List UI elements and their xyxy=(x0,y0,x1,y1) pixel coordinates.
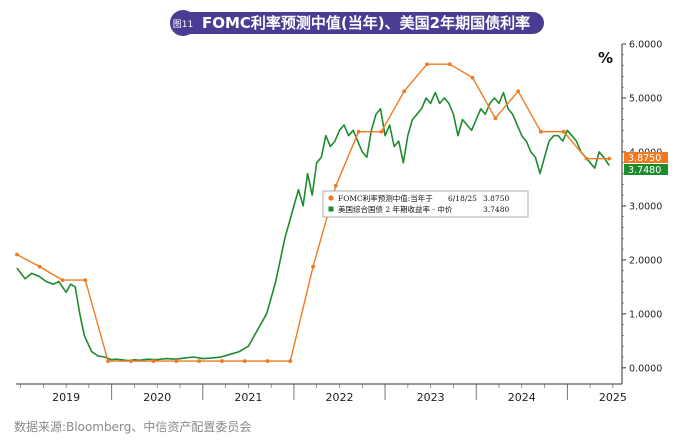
y-tick-label: 1.0000 xyxy=(629,309,662,320)
fomc-data-point xyxy=(242,359,247,363)
fomc-data-point xyxy=(197,359,202,363)
plot-frame xyxy=(16,44,623,385)
fomc-data-point xyxy=(37,264,42,269)
fomc-last-value-label: 3.8750 xyxy=(628,153,661,164)
fomc-data-point xyxy=(151,359,156,363)
fomc-data-point xyxy=(584,156,589,161)
fomc-data-point xyxy=(402,89,407,94)
fomc-data-point xyxy=(333,183,338,188)
treasury-last-value-box xyxy=(624,164,668,175)
fomc-data-point xyxy=(60,278,65,283)
fomc-data-point xyxy=(356,129,361,134)
fomc-data-point xyxy=(15,252,19,257)
legend-fomc-marker xyxy=(328,195,334,201)
fomc-data-point xyxy=(265,359,270,363)
legend-treasury-marker xyxy=(328,206,334,212)
y-tick-label: 2.0000 xyxy=(629,255,662,266)
fomc-data-point xyxy=(447,62,452,67)
legend-value: 3.8750 xyxy=(483,194,509,203)
series-layer xyxy=(15,62,612,363)
treasury-series-line xyxy=(16,91,610,362)
legend-date: 6/18/25 xyxy=(448,194,477,203)
fomc-data-point xyxy=(470,75,475,80)
fomc-data-point xyxy=(128,359,133,363)
fomc-data-point xyxy=(174,359,179,363)
data-source-note: 数据来源:Bloomberg、中信资产配置委员会 xyxy=(14,420,252,434)
x-tick-label: 2025 xyxy=(599,391,627,404)
x-tick-label: 2024 xyxy=(508,391,536,404)
fomc-data-point xyxy=(220,359,224,363)
x-tick-label: 2021 xyxy=(234,391,262,404)
legend-label: FOMC利率预测中值:当年于 xyxy=(338,193,433,203)
fomc-data-point xyxy=(425,62,429,67)
x-tick-label: 2022 xyxy=(326,391,354,404)
y-tick-label: 6.0000 xyxy=(629,40,662,51)
fomc-data-point xyxy=(379,129,384,134)
chart-legend: FOMC利率预测中值:当年于 6/18/25 3.8750 美国综合国债 2 年期收益… xyxy=(322,190,529,218)
y-tick-label: 3.0000 xyxy=(629,201,662,212)
fomc-last-value-box xyxy=(624,152,668,163)
y-axis: 0.00001.00002.00003.00004.00005.00006.00… xyxy=(622,40,662,374)
fomc-data-point xyxy=(83,278,88,283)
fomc-data-point xyxy=(561,129,566,134)
x-tick-label: 2020 xyxy=(143,391,171,404)
fomc-data-point xyxy=(311,264,315,269)
x-tick-label: 2023 xyxy=(417,391,445,404)
y-tick-label: 5.0000 xyxy=(629,93,662,104)
chart-canvas: 2019 2020 2021 2022 2023 2024 2025 0.0000 1.000… xyxy=(15,40,668,404)
legend-box xyxy=(322,190,529,218)
fomc-data-point xyxy=(493,116,498,121)
legend-value: 3.7480 xyxy=(483,205,509,214)
treasury-last-value-label: 3.7480 xyxy=(628,165,661,176)
y-axis-unit-label: % xyxy=(598,49,613,67)
chart-title: FOMC利率预测中值(当年)、美国2年期国债利率 xyxy=(186,12,545,34)
legend-label: 美国综合国债 2 年期收益率 - 中价 xyxy=(338,204,453,214)
x-axis: 2019 2020 2021 2022 2023 2024 2025 xyxy=(20,384,627,404)
y-tick-label: 0.0000 xyxy=(629,363,662,374)
fomc-data-point xyxy=(538,129,543,134)
x-tick-label: 2019 xyxy=(52,391,80,404)
chart-title-bar: 图11 FOMC利率预测中值(当年)、美国2年期国债利率 xyxy=(170,10,545,36)
figure-badge: 图11 xyxy=(170,10,196,36)
fomc-data-point xyxy=(516,89,521,94)
fomc-data-point xyxy=(106,359,110,363)
fomc-data-point xyxy=(607,156,612,161)
fomc-data-point xyxy=(288,359,293,363)
